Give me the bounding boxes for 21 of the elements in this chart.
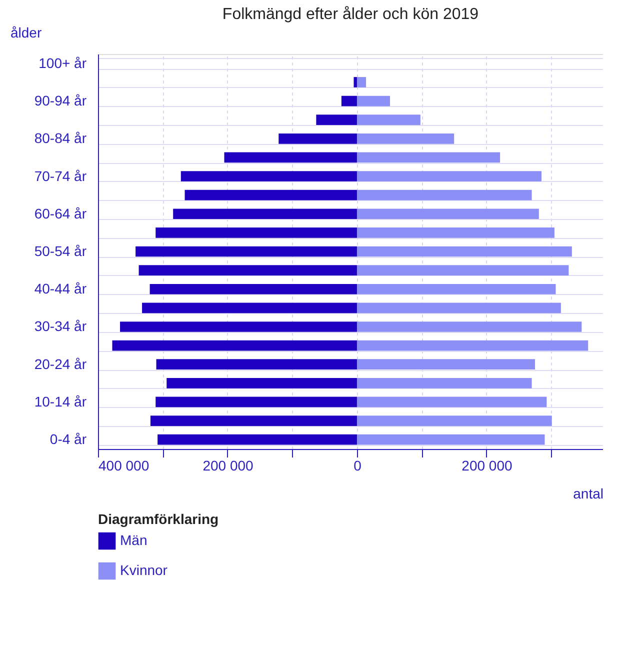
y-tick-label: 40-44 år [34, 280, 87, 297]
x-tick-label: 200 000 [202, 458, 254, 474]
y-tick-label: 50-54 år [34, 243, 87, 259]
x-tick-label: 400 000 [98, 458, 150, 474]
y-tick-label: 60-64 år [34, 205, 87, 222]
y-tick-label: 70-74 år [34, 168, 87, 184]
legend-title: Diagramförklaring [98, 511, 219, 527]
x-tick-label: 0 [354, 458, 362, 474]
x-tick-label: 200 000 [462, 458, 512, 474]
x-axis-title: antal [573, 486, 604, 502]
chart-title: Folkmängd efter ålder och kön 2019 [222, 6, 479, 23]
legend-label: Kvinnor [120, 562, 168, 578]
y-tick-label: 80-84 år [34, 130, 87, 146]
legend-label: Män [120, 532, 148, 548]
y-tick-label: 10-14 år [34, 393, 87, 410]
y-tick-label: 30-34 år [34, 318, 87, 334]
y-axis-title: ålder [10, 24, 42, 40]
y-tick-label: 0-4 år [50, 431, 87, 448]
y-tick-label: 20-24 år [34, 356, 87, 372]
y-tick-label: 100+ år [38, 54, 87, 71]
y-tick-label: 90-94 år [34, 92, 87, 109]
